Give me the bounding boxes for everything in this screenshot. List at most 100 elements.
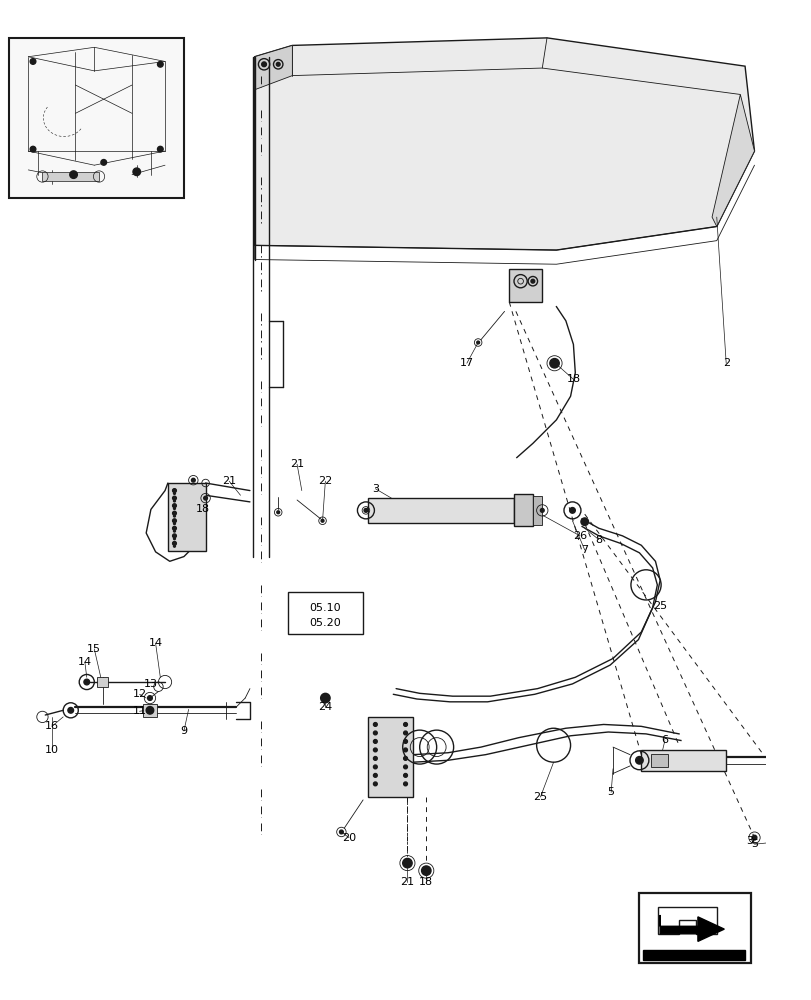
Text: 05.20: 05.20 [309, 618, 341, 628]
Circle shape [373, 740, 377, 743]
Text: 13: 13 [144, 679, 157, 689]
Circle shape [157, 146, 163, 152]
Circle shape [403, 782, 407, 786]
Circle shape [173, 534, 176, 538]
Circle shape [373, 757, 377, 760]
Text: 17: 17 [459, 358, 474, 368]
Bar [144, 704, 157, 717]
Text: 05.10: 05.10 [309, 603, 341, 613]
Circle shape [403, 757, 407, 760]
Circle shape [540, 508, 543, 512]
Text: 9: 9 [180, 726, 187, 736]
Text: 18: 18 [565, 374, 580, 384]
Circle shape [403, 723, 407, 726]
Polygon shape [658, 907, 716, 934]
Text: 22: 22 [318, 476, 332, 486]
Circle shape [580, 518, 588, 525]
Polygon shape [642, 950, 744, 960]
Polygon shape [659, 915, 723, 941]
Circle shape [751, 835, 756, 840]
Text: 3: 3 [371, 484, 379, 494]
Text: 14: 14 [148, 638, 162, 648]
Circle shape [403, 748, 407, 752]
Circle shape [174, 492, 175, 494]
Circle shape [276, 62, 280, 66]
Bar [793, 747, 806, 774]
Circle shape [204, 496, 208, 500]
Circle shape [174, 545, 175, 547]
Bar [641, 750, 725, 771]
Circle shape [569, 508, 574, 513]
Bar [168, 483, 205, 551]
Circle shape [795, 757, 803, 764]
Circle shape [421, 866, 431, 875]
Bar [287, 592, 363, 634]
Text: 14: 14 [78, 657, 92, 667]
Bar [367, 498, 513, 523]
Circle shape [635, 757, 642, 764]
Circle shape [174, 538, 175, 540]
Circle shape [261, 62, 266, 67]
Circle shape [403, 731, 407, 735]
Circle shape [373, 782, 377, 786]
Circle shape [403, 740, 407, 743]
Text: 2: 2 [722, 358, 729, 368]
Circle shape [30, 146, 36, 152]
Circle shape [146, 707, 153, 714]
Circle shape [157, 61, 163, 67]
Circle shape [174, 530, 175, 532]
Text: 21: 21 [290, 459, 304, 469]
Bar [367, 717, 413, 797]
Circle shape [84, 679, 89, 685]
Circle shape [191, 478, 195, 482]
Bar [650, 754, 667, 767]
Circle shape [148, 696, 152, 700]
Bar [532, 496, 542, 525]
Text: 15: 15 [88, 644, 101, 654]
Text: 21: 21 [400, 877, 414, 887]
Text: 10: 10 [45, 745, 59, 755]
Bar [42, 172, 99, 181]
Circle shape [403, 774, 407, 777]
Polygon shape [711, 94, 753, 226]
Circle shape [173, 526, 176, 530]
Circle shape [70, 171, 77, 178]
Circle shape [373, 765, 377, 769]
Circle shape [173, 541, 176, 545]
Circle shape [173, 519, 176, 523]
Circle shape [174, 523, 175, 525]
Text: 12: 12 [132, 689, 147, 699]
Text: 20: 20 [341, 833, 355, 843]
Bar [97, 677, 109, 687]
Circle shape [173, 511, 176, 515]
Text: 11: 11 [132, 706, 147, 716]
Circle shape [133, 168, 140, 176]
Polygon shape [255, 45, 292, 90]
Circle shape [277, 511, 279, 514]
Text: 25: 25 [652, 601, 667, 611]
Circle shape [476, 341, 479, 344]
Text: 5: 5 [750, 839, 757, 849]
Circle shape [339, 830, 343, 834]
Text: 25: 25 [533, 792, 547, 802]
Circle shape [30, 59, 36, 64]
Circle shape [373, 748, 377, 752]
Circle shape [402, 858, 412, 868]
Text: 24: 24 [318, 702, 332, 712]
Circle shape [174, 500, 175, 502]
Text: 6: 6 [661, 735, 667, 745]
Circle shape [101, 160, 106, 165]
Circle shape [373, 774, 377, 777]
Text: 18: 18 [418, 877, 433, 887]
Circle shape [173, 496, 176, 500]
Circle shape [373, 723, 377, 726]
Text: 7: 7 [581, 545, 587, 555]
Text: 26: 26 [573, 531, 586, 541]
Circle shape [373, 731, 377, 735]
Text: 8: 8 [594, 535, 602, 545]
Text: 3: 3 [745, 836, 753, 846]
Polygon shape [255, 38, 753, 250]
Circle shape [173, 489, 176, 492]
Circle shape [530, 279, 534, 283]
Bar [513, 494, 532, 526]
